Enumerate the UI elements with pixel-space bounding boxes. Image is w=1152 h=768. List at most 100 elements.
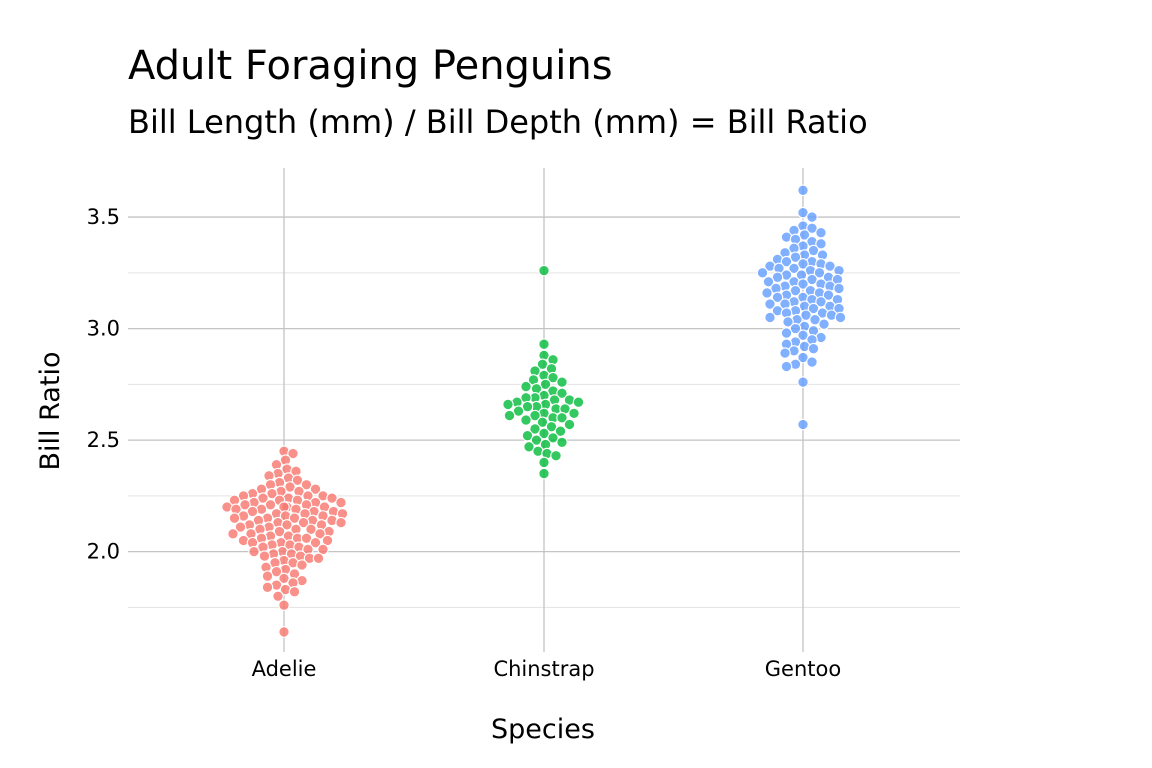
data-point-adelie <box>312 552 325 565</box>
data-point-gentoo <box>824 260 836 272</box>
data-point-chinstrap <box>538 427 550 440</box>
data-point-adelie <box>326 492 338 504</box>
data-point-adelie <box>264 499 277 511</box>
data-point-gentoo <box>780 327 793 339</box>
y-tick-label: 3.0 <box>87 317 120 341</box>
data-point-chinstrap <box>568 407 580 420</box>
data-point-gentoo <box>797 351 809 364</box>
data-point-gentoo <box>815 226 827 239</box>
data-point-chinstrap <box>554 425 567 437</box>
data-point-adelie <box>261 570 274 582</box>
data-point-chinstrap <box>547 432 559 444</box>
data-point-adelie <box>309 536 322 549</box>
x-tick-label: Gentoo <box>765 657 841 681</box>
data-point-gentoo <box>771 271 784 284</box>
data-point-adelie <box>272 590 284 602</box>
data-point-adelie <box>291 474 304 487</box>
data-point-adelie <box>270 565 283 578</box>
x-tick-labels: Adelie Chinstrap Gentoo <box>252 657 842 681</box>
data-point-chinstrap <box>550 449 562 462</box>
data-point-gentoo <box>809 313 821 326</box>
data-point-gentoo <box>762 276 775 288</box>
data-point-gentoo <box>789 251 802 263</box>
data-point-adelie <box>288 512 301 524</box>
data-point-chinstrap <box>520 380 532 393</box>
data-point-gentoo <box>813 267 826 279</box>
data-point-gentoo <box>797 184 809 197</box>
data-point-adelie <box>261 581 274 594</box>
data-point-gentoo <box>797 329 809 342</box>
data-point-gentoo <box>756 267 769 279</box>
data-point-adelie <box>257 492 269 504</box>
x-axis-title: Species <box>491 714 595 745</box>
data-point-gentoo <box>806 222 818 234</box>
data-point-chinstrap <box>556 387 568 400</box>
data-point-gentoo <box>822 289 835 301</box>
data-point-gentoo <box>780 255 793 268</box>
data-point-gentoo <box>797 206 809 219</box>
data-point-gentoo <box>788 262 800 275</box>
data-point-chinstrap <box>545 420 558 433</box>
data-point-adelie <box>305 523 317 536</box>
chart-subtitle: Bill Length (mm) / Bill Depth (mm) = Bil… <box>128 103 868 141</box>
data-point-chinstrap <box>538 456 550 469</box>
data-point-chinstrap <box>556 412 568 424</box>
data-point-chinstrap <box>538 338 550 350</box>
data-point-adelie <box>321 534 334 547</box>
data-point-chinstrap <box>556 436 568 449</box>
data-point-chinstrap <box>529 423 541 435</box>
y-tick-label: 3.5 <box>87 205 120 229</box>
x-tick-label: Adelie <box>252 657 317 681</box>
data-point-gentoo <box>764 311 776 324</box>
data-point-chinstrap <box>556 376 568 388</box>
data-point-chinstrap <box>521 400 534 413</box>
data-point-gentoo <box>797 258 809 270</box>
data-point-chinstrap <box>502 398 514 411</box>
data-point-adelie <box>317 543 329 556</box>
data-point-gentoo <box>807 302 820 315</box>
y-axis-title: Bill Ratio <box>35 352 66 471</box>
data-point-adelie <box>300 532 313 544</box>
data-point-adelie <box>239 499 251 511</box>
data-point-adelie <box>258 550 271 562</box>
data-point-gentoo <box>800 309 812 321</box>
data-point-gentoo <box>764 298 776 310</box>
data-point-gentoo <box>806 273 818 286</box>
data-point-chinstrap <box>520 414 532 426</box>
data-point-gentoo <box>833 282 845 295</box>
data-point-adelie <box>227 528 239 540</box>
data-point-gentoo <box>761 287 773 299</box>
data-points <box>221 184 847 638</box>
data-point-adelie <box>234 521 247 533</box>
data-point-gentoo <box>789 322 802 335</box>
x-tick-label: Chinstrap <box>493 657 594 681</box>
data-point-chinstrap <box>538 467 550 480</box>
data-point-gentoo <box>771 291 784 304</box>
data-point-adelie <box>287 447 299 460</box>
data-point-gentoo <box>806 211 818 223</box>
data-point-gentoo <box>797 376 809 388</box>
data-point-chinstrap <box>563 418 576 431</box>
data-point-adelie <box>288 586 301 598</box>
data-point-chinstrap <box>529 409 541 422</box>
data-point-gentoo <box>807 244 820 257</box>
data-point-chinstrap <box>547 371 559 384</box>
data-point-adelie <box>309 483 322 495</box>
data-point-adelie <box>297 516 310 529</box>
data-point-adelie <box>296 559 308 571</box>
data-point-adelie <box>300 478 313 491</box>
data-point-gentoo <box>807 342 820 355</box>
data-point-adelie <box>246 505 259 518</box>
data-point-adelie <box>335 496 347 509</box>
y-tick-label: 2.0 <box>87 540 120 564</box>
data-point-adelie <box>273 525 286 538</box>
data-point-adelie <box>278 572 290 585</box>
data-point-gentoo <box>806 356 818 368</box>
data-point-gentoo <box>780 360 793 373</box>
data-point-chinstrap <box>538 264 550 277</box>
data-point-adelie <box>278 626 290 638</box>
data-point-chinstrap <box>536 416 549 429</box>
data-point-adelie <box>281 519 293 531</box>
data-point-gentoo <box>797 278 809 290</box>
